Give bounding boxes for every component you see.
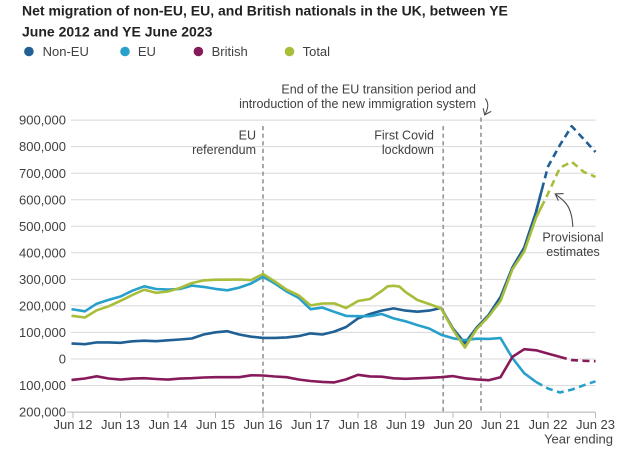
- svg-text:300,000: 300,000: [19, 272, 66, 287]
- svg-text:Net migration of non-EU, EU, a: Net migration of non-EU, EU, and British…: [22, 2, 508, 18]
- svg-text:Jun 15: Jun 15: [196, 417, 235, 432]
- svg-text:Jun 13: Jun 13: [101, 417, 140, 432]
- svg-text:Jun 23: Jun 23: [576, 417, 615, 432]
- svg-text:Jun 14: Jun 14: [148, 417, 187, 432]
- svg-text:Provisional: Provisional: [542, 231, 603, 245]
- svg-text:Jun 12: Jun 12: [53, 417, 92, 432]
- svg-text:600,000: 600,000: [19, 192, 66, 207]
- svg-text:200,000: 200,000: [19, 405, 66, 420]
- svg-text:referendum: referendum: [192, 143, 256, 157]
- svg-text:Jun 20: Jun 20: [433, 417, 472, 432]
- svg-text:Year ending: Year ending: [544, 432, 613, 447]
- svg-text:Jun 19: Jun 19: [386, 417, 425, 432]
- svg-text:lockdown: lockdown: [382, 143, 434, 157]
- svg-text:800,000: 800,000: [19, 139, 66, 154]
- svg-text:900,000: 900,000: [19, 113, 66, 128]
- svg-text:June 2012 and YE June 2023: June 2012 and YE June 2023: [22, 23, 213, 39]
- svg-text:200,000: 200,000: [19, 299, 66, 314]
- svg-text:700,000: 700,000: [19, 166, 66, 181]
- svg-text:400,000: 400,000: [19, 245, 66, 260]
- svg-text:Non-EU: Non-EU: [43, 44, 89, 59]
- svg-text:EU: EU: [138, 44, 156, 59]
- svg-text:Jun 21: Jun 21: [481, 417, 520, 432]
- svg-text:Jun 22: Jun 22: [528, 417, 567, 432]
- svg-text:End of the EU transition perio: End of the EU transition period and: [281, 83, 476, 97]
- svg-text:500,000: 500,000: [19, 219, 66, 234]
- svg-text:0: 0: [59, 352, 66, 367]
- svg-text:EU: EU: [239, 129, 256, 143]
- svg-text:Total: Total: [303, 44, 331, 59]
- svg-text:First Covid: First Covid: [374, 129, 434, 143]
- svg-text:British: British: [212, 44, 248, 59]
- svg-text:100,000: 100,000: [19, 325, 66, 340]
- svg-text:introduction of the new immigr: introduction of the new immigration syst…: [239, 97, 476, 111]
- svg-text:Jun 16: Jun 16: [243, 417, 282, 432]
- svg-text:estimates: estimates: [546, 245, 600, 259]
- svg-text:Jun 18: Jun 18: [338, 417, 377, 432]
- svg-text:Jun 17: Jun 17: [291, 417, 330, 432]
- svg-text:100,000: 100,000: [19, 378, 66, 393]
